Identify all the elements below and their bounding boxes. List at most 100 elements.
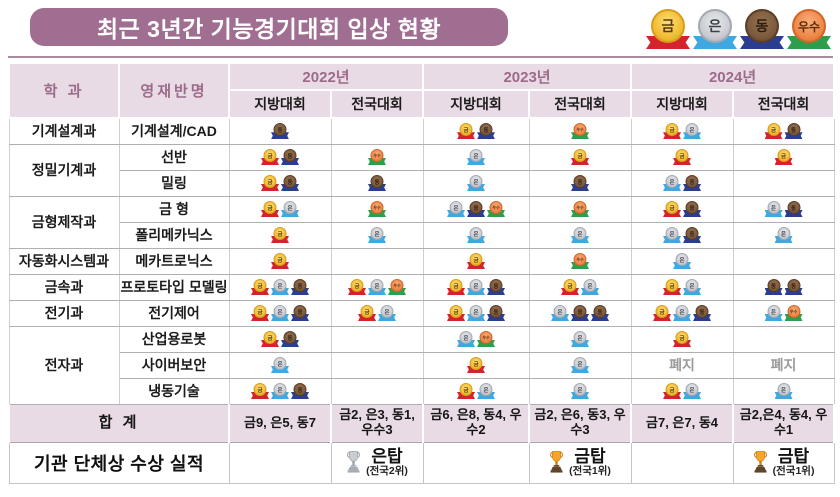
dept-cell: 정밀기계과 <box>8 143 120 197</box>
medal-group: 금 은 우수 <box>332 279 423 295</box>
medal-cell: 우수 <box>330 195 424 223</box>
medal-group: 은 <box>424 227 529 243</box>
medal-cell: 은 우수 <box>732 299 835 327</box>
gold-medal-icon: 금 <box>561 279 580 295</box>
silver-medal-icon: 은 <box>581 279 600 295</box>
medal-cell: 동 <box>528 169 632 197</box>
header-year-2023: 2023년 <box>422 62 633 91</box>
bronze-medal-icon: 동 <box>281 149 299 165</box>
bronze-medal-icon: 동 <box>487 305 506 321</box>
totals-row: 합 계 금9, 은5, 동7 금2, 은3, 동1, 우수3 금6, 은8, 동… <box>8 403 836 443</box>
dept-cell: 전기과 <box>8 299 120 327</box>
table-row: 전자과 산업용로봇 금 동 은 우수 은 금 <box>8 325 835 405</box>
bronze-medal-icon: 동 <box>784 201 803 217</box>
medal-group: 금 <box>424 253 529 269</box>
medal-group: 은 <box>530 383 631 399</box>
medal-group: 은 동 우수 <box>424 201 529 217</box>
header-year-2024: 2024년 <box>630 62 836 91</box>
class-cell: 밀링 <box>118 169 230 197</box>
group-award: 금탑 (전국1위) <box>530 448 631 477</box>
gold-medal-icon: 금 <box>348 279 366 295</box>
bronze-medal-icon: 동 <box>571 175 590 191</box>
bronze-medal-icon: 동 <box>271 123 289 140</box>
class-cell: 금 형 <box>118 195 230 223</box>
bronze-medal-icon: 동 <box>467 201 486 217</box>
medal-cell: 금 <box>732 143 835 171</box>
gold-medal-icon: 금 <box>261 149 279 165</box>
bronze-medal-icon: 동 <box>291 305 309 321</box>
table-row: 밀링 금 동 동 은 동 은 동 <box>9 169 835 197</box>
excellence-medal-icon: 우수 <box>368 201 386 217</box>
medal-cell: 금 <box>630 143 734 171</box>
bronze-medal-icon: 동 <box>764 279 783 295</box>
gold-trophy-icon <box>753 451 767 474</box>
totals-label: 합 계 <box>8 403 230 443</box>
silver-medal-icon: 은 <box>571 331 590 347</box>
bronze-medal-icon: 동 <box>683 175 702 191</box>
gold-medal-icon: 금 <box>457 123 476 140</box>
total-2024-regional: 금7, 은7, 동4 <box>630 403 735 443</box>
silver-medal-icon: 은 <box>683 123 702 140</box>
gold-medal-icon: 금 <box>653 305 672 321</box>
excellence-medal-icon: 우수 <box>571 253 590 269</box>
medal-cell: 금 <box>228 221 332 249</box>
silver-medal-icon: 은 <box>271 357 289 373</box>
gold-medal-icon: 금 <box>261 201 279 217</box>
medal-cell: 동 <box>228 117 332 145</box>
excellence-medal-icon: 우수 <box>571 201 590 217</box>
medal-cell: 우수 <box>528 247 632 275</box>
medal-group: 은 <box>230 357 331 373</box>
medal-group: 은 <box>424 175 529 191</box>
medal-group: 은 <box>734 227 834 243</box>
medal-group: 동 <box>332 175 423 191</box>
medal-cell <box>732 169 835 197</box>
header-class: 영재반명 <box>118 62 230 119</box>
gold-medal-icon: 금 <box>467 253 486 269</box>
medal-group: 금 <box>530 149 631 165</box>
gold-medal-icon: 금 <box>447 279 466 295</box>
dept-cell: 금형제작과 <box>8 195 120 249</box>
bronze-medal-icon: 동 <box>683 227 702 243</box>
medal-group: 은 <box>530 357 631 373</box>
gold-medal-icon: 금 <box>663 383 682 399</box>
group-award-cell <box>422 441 530 484</box>
award-rank: (전국1위) <box>569 464 611 477</box>
silver-medal-icon: 은 <box>368 227 386 243</box>
medal-group: 금 <box>230 227 331 243</box>
medal-cell: 우수 <box>528 195 632 223</box>
total-2023-regional: 금6, 은8, 동4, 우수2 <box>422 403 531 443</box>
medal-cell: 은 <box>630 247 734 275</box>
table-row: 사이버보안 은 금 은 폐지 폐지 <box>9 351 835 379</box>
silver-medal-icon: 은 <box>368 279 386 295</box>
group-award-cell: 금탑 (전국1위) <box>528 441 632 484</box>
medal-cell: 우수 <box>330 143 424 171</box>
medal-group: 동 <box>230 123 331 140</box>
excellence-medal-icon: 우수 <box>787 9 831 49</box>
medal-group: 금 <box>424 357 529 373</box>
header-2023-regional: 지방대회 <box>422 89 531 119</box>
gold-medal-icon: 금 <box>467 357 486 373</box>
silver-medal-icon: 은 <box>571 227 590 243</box>
silver-medal-icon: 은 <box>271 383 289 399</box>
